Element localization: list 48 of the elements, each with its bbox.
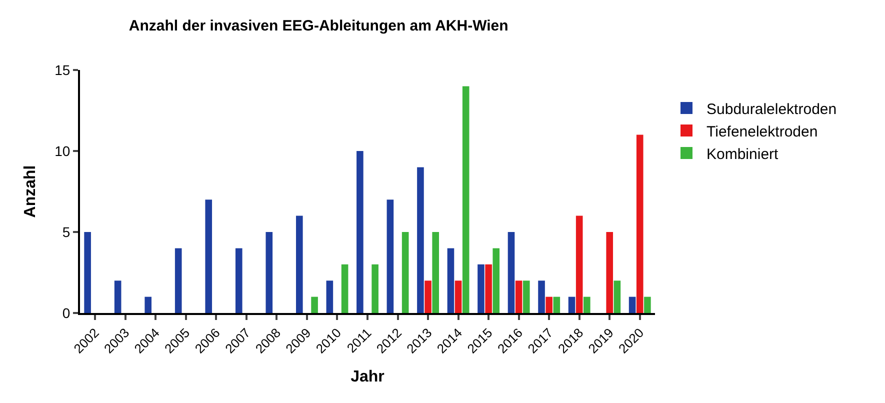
bar	[372, 264, 378, 313]
bar	[84, 232, 91, 313]
bar	[636, 134, 644, 313]
bar	[538, 280, 545, 313]
bar	[144, 296, 152, 313]
bar	[485, 264, 492, 313]
bar	[356, 151, 364, 313]
bar	[341, 264, 348, 313]
y-tick-label: 10	[54, 142, 70, 159]
bar	[478, 264, 484, 313]
bar	[205, 200, 212, 313]
bar	[235, 248, 242, 313]
bar	[402, 232, 409, 313]
bar	[432, 232, 439, 313]
bar	[311, 296, 318, 313]
bar	[174, 248, 182, 313]
y-tick-label: 0	[62, 304, 70, 321]
bar	[515, 280, 522, 313]
bar	[644, 296, 651, 313]
bar	[462, 86, 470, 313]
bar	[568, 296, 576, 313]
bar	[424, 280, 432, 313]
legend-label: Kombiniert	[706, 146, 780, 163]
legend-label: Tiefenelektroden	[706, 123, 818, 140]
y-axis-title: Anzahl	[22, 165, 40, 218]
bar	[576, 216, 583, 313]
y-tick-label: 15	[54, 62, 70, 78]
bar	[266, 232, 273, 313]
bar	[326, 280, 334, 313]
x-axis-title: Jahr	[350, 368, 384, 386]
bar	[508, 232, 515, 313]
bar	[628, 296, 636, 313]
bar	[614, 280, 621, 313]
bar	[386, 200, 394, 313]
bar	[454, 280, 462, 313]
bar	[606, 232, 614, 313]
bar	[114, 280, 122, 313]
bar	[447, 248, 454, 313]
bar	[522, 280, 530, 313]
bar	[584, 296, 590, 313]
bar	[546, 296, 552, 313]
chart-title: Anzahl der invasiven EEG-Ableitungen am AKH-Wien	[128, 18, 508, 35]
bar	[417, 167, 424, 313]
bar	[553, 296, 560, 313]
bar	[296, 216, 303, 313]
bar	[492, 248, 500, 313]
legend-label: Subduralelektroden	[706, 100, 837, 118]
y-tick-label: 5	[62, 224, 70, 240]
